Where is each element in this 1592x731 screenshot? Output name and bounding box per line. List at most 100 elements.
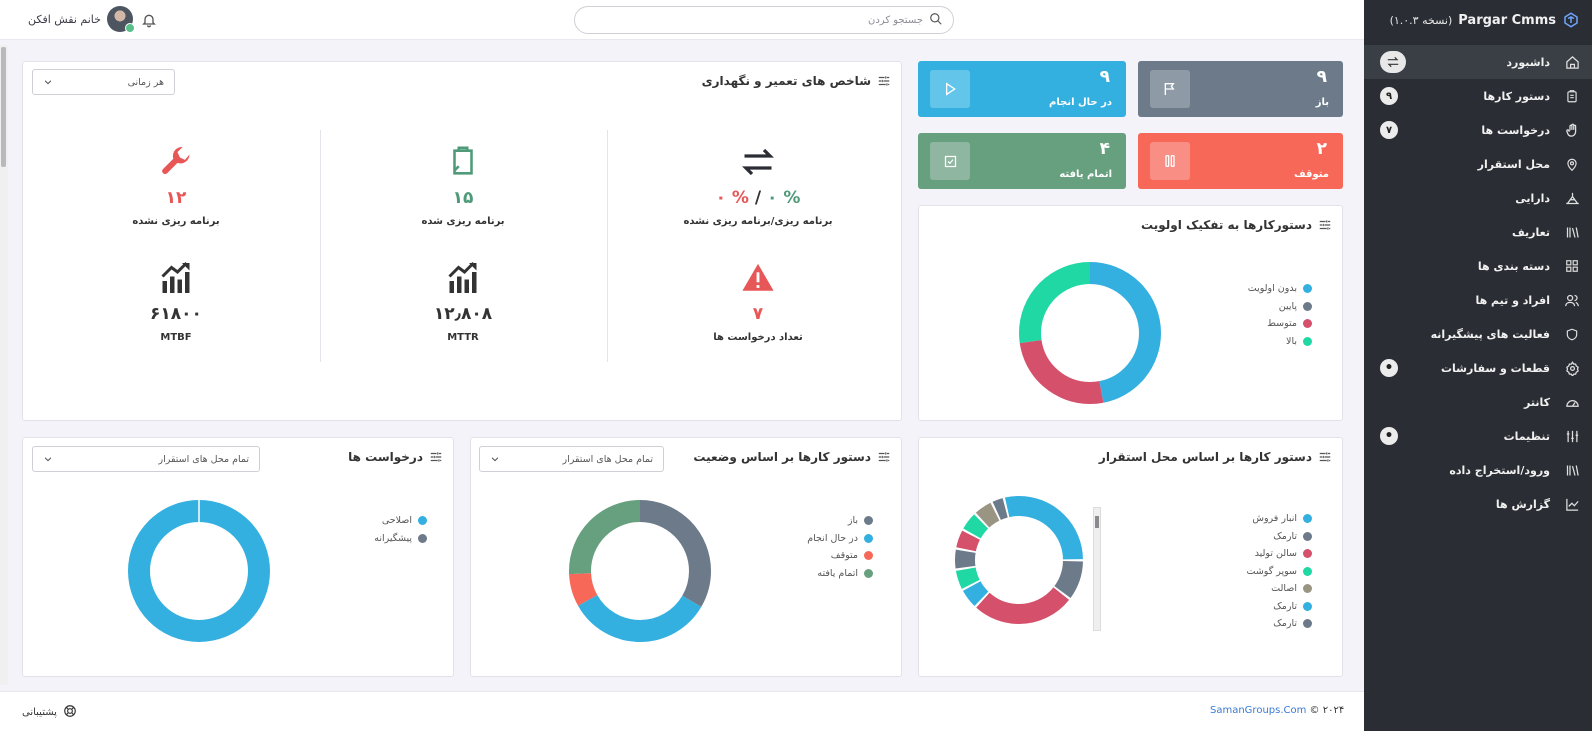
sidebar-item-label: گزارش ها <box>1495 497 1550 511</box>
footer: پشتیبانی SamanGroups.Com © ۲۰۲۴ <box>0 691 1364 731</box>
brand[interactable]: (نسخه ۱.۰.۳) Pargar Cmms <box>1364 0 1592 40</box>
sidebar-item-categories[interactable]: دسته بندی ها <box>1364 249 1592 283</box>
sidebar-item-label: دستور کارها <box>1483 89 1550 103</box>
app-name: Pargar Cmms <box>1458 12 1556 28</box>
avatar[interactable] <box>106 6 135 33</box>
tune-icon[interactable] <box>1318 218 1332 232</box>
legend-item[interactable]: سالن تولید <box>1247 545 1312 563</box>
requests-location-select[interactable]: تمام محل های استقرار <box>32 446 260 472</box>
topbar: خانم نقش افکن جستجو کردن <box>0 0 1364 40</box>
legend-item[interactable]: در حال انجام <box>807 530 873 548</box>
clipboard-icon <box>443 142 483 182</box>
legend-item[interactable]: اتمام یافته <box>807 565 873 583</box>
sidebar-item-label: محل استقرار <box>1477 157 1550 171</box>
priority-legend: بدون اولویت پایین متوسط بالا <box>1248 280 1312 350</box>
user-menu[interactable]: خانم نقش افکن <box>28 6 135 33</box>
sidebar-collapse-toggle[interactable] <box>1380 51 1406 73</box>
legend-item[interactable]: باز <box>807 512 873 530</box>
priority-card: دستورکارها به تفکیک اولویت بدون اولویت پ… <box>918 205 1343 421</box>
legend-item[interactable]: بالا <box>1248 333 1312 351</box>
legend-item[interactable]: انبار فروش <box>1247 510 1312 528</box>
sidebar-item-requests[interactable]: ۷ درخواست ها <box>1364 113 1592 147</box>
sidebar-item-label: افراد و تیم ها <box>1475 293 1550 307</box>
settings-expand-indicator: • <box>1380 427 1398 445</box>
library-icon <box>1564 462 1580 478</box>
tile-paused[interactable]: ۲ متوقف <box>1138 133 1343 189</box>
card-title: درخواست ها <box>348 450 423 464</box>
sidebar-item-people-teams[interactable]: افراد و تیم ها <box>1364 283 1592 317</box>
kpi-value: ۶۱۸۰۰ <box>150 304 202 324</box>
tile-label: در حال انجام <box>1049 97 1112 108</box>
sliders-icon <box>1564 428 1580 444</box>
legend-item[interactable]: سوپر گوشت <box>1247 563 1312 581</box>
kpi-label: برنامه ریزی شده <box>421 216 505 227</box>
bell-icon[interactable] <box>141 12 157 28</box>
sidebar-item-locations[interactable]: محل استقرار <box>1364 147 1592 181</box>
divider <box>607 130 608 362</box>
brand-logo-icon <box>1562 11 1580 29</box>
kpi-value: ۱۵ <box>452 188 474 208</box>
sidebar-item-label: دارایی <box>1515 191 1550 205</box>
sidebar-item-preventive[interactable]: فعالیت های پیشگیرانه <box>1364 317 1592 351</box>
legend-item[interactable]: اصلاحی <box>374 512 427 530</box>
sidebar-item-definitions[interactable]: تعاریف <box>1364 215 1592 249</box>
location-icon <box>1564 156 1580 172</box>
priority-donut-chart <box>1019 262 1161 404</box>
tune-icon[interactable] <box>877 74 891 88</box>
grid-icon <box>1564 258 1580 274</box>
tile-value: ۹ <box>1099 67 1110 87</box>
legend-item[interactable]: تارمک <box>1247 528 1312 546</box>
legend-item[interactable]: اصالت <box>1247 580 1312 598</box>
clipboard-icon <box>1564 88 1580 104</box>
sidebar-item-label: فعالیت های پیشگیرانه <box>1430 327 1550 341</box>
gear-icon <box>1564 360 1580 376</box>
sidebar-item-settings[interactable]: • تنظیمات <box>1364 419 1592 453</box>
location-legend: انبار فروش تارمک سالن تولید سوپر گوشت اص… <box>1247 510 1312 633</box>
legend-item[interactable]: متوقف <box>807 547 873 565</box>
legend-item[interactable]: تارمک <box>1247 615 1312 633</box>
legend-item[interactable]: بدون اولویت <box>1248 280 1312 298</box>
legend-item[interactable]: تارمک <box>1247 598 1312 616</box>
sidebar-item-reports[interactable]: گزارش ها <box>1364 487 1592 521</box>
card-header: دستور کارها بر اساس محل استقرار <box>1099 450 1332 464</box>
sidebar-item-label: تنظیمات <box>1503 429 1550 443</box>
lifebuoy-icon <box>63 704 77 721</box>
tile-in-progress[interactable]: ۹ در حال انجام <box>918 61 1126 117</box>
card-title: دستورکارها به تفکیک اولویت <box>1141 218 1312 232</box>
app-version: (نسخه ۱.۰.۳) <box>1389 13 1453 27</box>
tune-icon[interactable] <box>877 450 891 464</box>
tile-completed[interactable]: ۴ اتمام یافته <box>918 133 1126 189</box>
tune-icon[interactable] <box>429 450 443 464</box>
wrench-icon <box>156 142 196 182</box>
support-link[interactable]: پشتیبانی <box>22 704 77 721</box>
sidebar-item-assets[interactable]: دارایی <box>1364 181 1592 215</box>
legend-item[interactable]: پیشگیرانه <box>374 530 427 548</box>
status-card: دستور کارها بر اساس وضعیت تمام محل های ا… <box>470 437 902 677</box>
search-input[interactable]: جستجو کردن <box>574 6 954 34</box>
card-header: دستورکارها به تفکیک اولویت <box>1141 218 1332 232</box>
flag-icon <box>1150 70 1190 108</box>
tune-icon[interactable] <box>1318 450 1332 464</box>
sidebar-item-parts-orders[interactable]: • قطعات و سفارشات <box>1364 351 1592 385</box>
search-icon <box>929 12 943 29</box>
legend-item[interactable]: متوسط <box>1248 315 1312 333</box>
tile-open[interactable]: ۹ باز <box>1138 61 1343 117</box>
page-scrollbar[interactable] <box>0 45 8 685</box>
tile-value: ۴ <box>1099 139 1110 159</box>
legend-item[interactable]: پایین <box>1248 298 1312 316</box>
kpi-label: MTTR <box>447 332 479 343</box>
legend-scrollbar[interactable] <box>1093 507 1101 631</box>
company-link[interactable]: SamanGroups.Com <box>1210 705 1307 716</box>
people-icon <box>1564 292 1580 308</box>
sidebar-item-dashboard[interactable]: داشبورد <box>1364 45 1592 79</box>
parts-expand-indicator: • <box>1380 359 1398 377</box>
time-filter-select[interactable]: هر زمانی <box>32 69 175 95</box>
sidebar-item-counter[interactable]: کانتر <box>1364 385 1592 419</box>
status-location-value: تمام محل های استقرار <box>562 453 653 465</box>
sidebar-item-work-orders[interactable]: ۹ دستور کارها <box>1364 79 1592 113</box>
card-title: دستور کارها بر اساس محل استقرار <box>1098 450 1312 464</box>
status-location-select[interactable]: تمام محل های استقرار <box>479 446 664 472</box>
kpi-value: ۰ % / ۰ % <box>715 188 801 208</box>
kpi-label: تعداد درخواست ها <box>713 332 803 343</box>
sidebar-item-import-export[interactable]: ورود/استخراج داده <box>1364 453 1592 487</box>
